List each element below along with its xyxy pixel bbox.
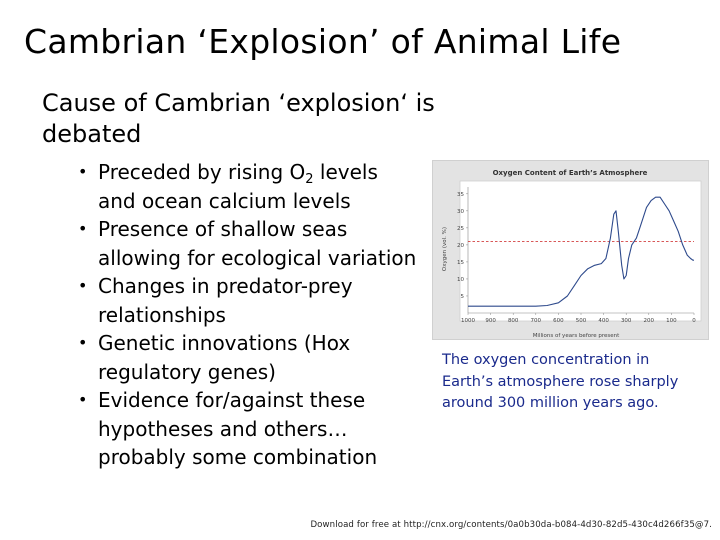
bullet-text: Evidence for/against these hypotheses an…: [98, 388, 378, 469]
bullet-text: Preceded by rising O: [98, 160, 306, 184]
y-tick-label: 15: [457, 260, 464, 266]
slide-subtitle: Cause of Cambrian ‘explosion‘ is debated: [42, 89, 435, 148]
bullet-item: • Presence of shallow seas allowing for e…: [72, 215, 417, 272]
x-tick-label: 700: [531, 318, 542, 324]
bullet-item: • Genetic innovations (Hox regulatory gen…: [72, 329, 417, 386]
y-tick-label: 30: [457, 209, 464, 215]
oxygen-chart-figure: Oxygen Content of Earth’s Atmosphere 5 10…: [432, 160, 709, 340]
bullet-item: • Preceded by rising O2 levels and ocean …: [72, 158, 417, 215]
bullet-text-tail: levels and ocean calcium levels: [98, 160, 378, 213]
x-tick-label: 500: [576, 318, 587, 324]
y-tick-label: 25: [457, 226, 464, 232]
x-tick-label: 900: [485, 318, 496, 324]
y-tick-label: 20: [457, 243, 464, 249]
bullet-icon: •: [78, 219, 88, 238]
plot-area: [459, 180, 702, 322]
bullet-item: • Evidence for/against these hypotheses a…: [72, 386, 417, 472]
bullet-icon: •: [78, 162, 88, 181]
bullet-text: Changes in predator-prey relationships: [98, 274, 353, 327]
bullet-icon: •: [78, 276, 88, 295]
y-tick-label: 35: [457, 192, 464, 198]
slide-title: Cambrian ‘Explosion’ of Animal Life: [24, 22, 622, 61]
x-axis-label: Millions of years before present: [533, 333, 620, 339]
x-tick-label: 300: [621, 318, 632, 324]
x-tick-label: 100: [666, 318, 677, 324]
source-footer: Download for free at http://cnx.org/cont…: [310, 520, 712, 530]
x-tick-label: 800: [508, 318, 519, 324]
chart-marks: [468, 196, 694, 307]
x-tick-label: 0: [692, 318, 696, 324]
bullet-text: Presence of shallow seas allowing for ec…: [98, 217, 417, 270]
x-tick-label: 400: [598, 318, 609, 324]
y-tick-label: 5: [461, 294, 465, 300]
x-tick-label: 1000: [461, 318, 475, 324]
y-tick-label: 10: [457, 277, 464, 283]
bullet-subscript: 2: [305, 172, 314, 187]
y-axis-label: Oxygen (vol. %): [442, 227, 448, 271]
chart-title: Oxygen Content of Earth’s Atmosphere: [493, 169, 648, 177]
x-tick-label: 600: [553, 318, 564, 324]
x-tick-label: 200: [644, 318, 655, 324]
bullet-icon: •: [78, 390, 88, 409]
bullet-icon: •: [78, 333, 88, 352]
figure-caption: The oxygen concentration in Earth’s atmo…: [442, 352, 679, 411]
oxygen-series-line: [468, 196, 694, 307]
bullet-list: • Preceded by rising O2 levels and ocean …: [72, 158, 417, 472]
bullet-item: • Changes in predator-prey relationships: [72, 272, 417, 329]
bullet-text: Genetic innovations (Hox regulatory gene…: [98, 331, 351, 384]
oxygen-chart: Oxygen Content of Earth’s Atmosphere 5 10…: [442, 169, 702, 339]
